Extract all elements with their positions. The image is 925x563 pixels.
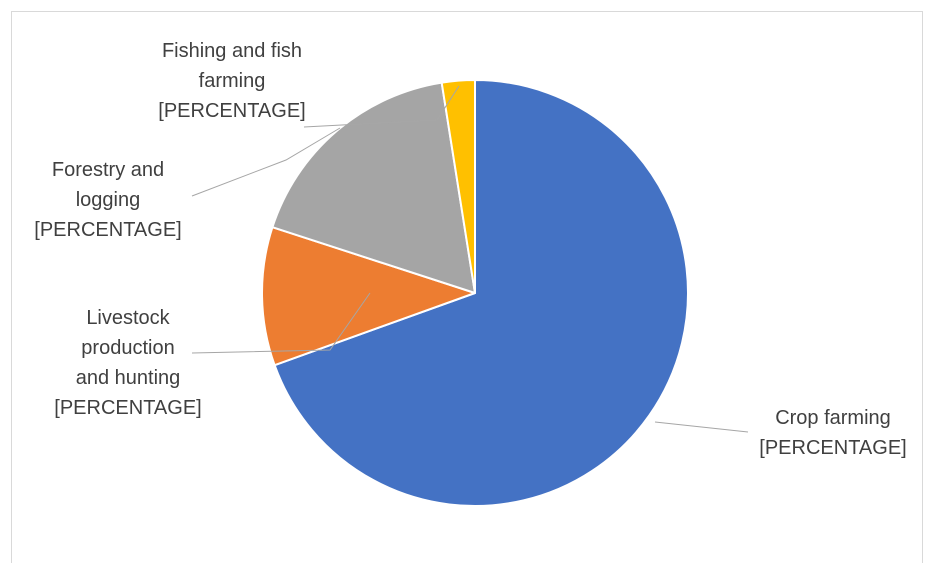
data-label: Forestry and logging [PERCENTAGE] <box>34 159 181 241</box>
pie-slice-crop-farming <box>273 79 689 507</box>
leader-line <box>191 127 341 197</box>
pie-slice-fishing-and-fish-farming <box>440 79 476 294</box>
leader-line <box>191 292 371 354</box>
leader-line <box>654 421 749 433</box>
leader-line <box>303 85 460 128</box>
pie-slice-forestry-and-logging <box>271 81 476 294</box>
data-label: Livestock production and hunting [PERCENTAG… <box>54 307 201 419</box>
pie-slice-livestock-production-and-hunting <box>261 226 476 367</box>
data-label: Crop farming [PERCENTAGE] <box>759 407 906 459</box>
data-label: Fishing and fish farming [PERCENTAGE] <box>158 40 305 122</box>
